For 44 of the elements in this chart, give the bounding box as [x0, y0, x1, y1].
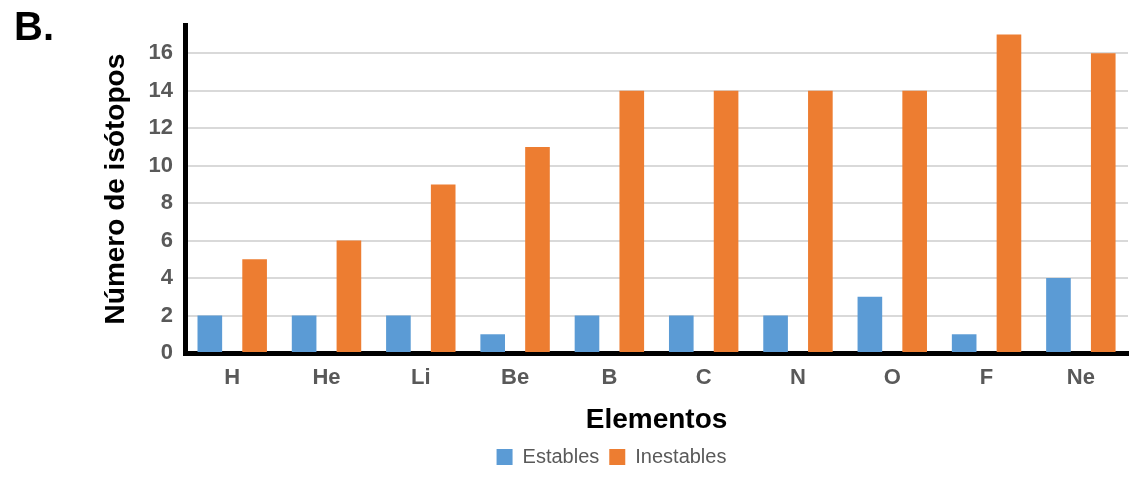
legend-label: Inestables: [635, 444, 727, 467]
y-tick-label: 8: [160, 189, 174, 215]
x-axis-title: Elementos: [585, 402, 728, 434]
y-tick-label: 6: [160, 226, 174, 252]
bar: [996, 34, 1022, 352]
bar: [1046, 278, 1071, 352]
x-tick-label: Be: [501, 364, 530, 390]
y-tick-label: 4: [160, 264, 174, 290]
bar: [525, 146, 550, 352]
bar: [668, 315, 694, 352]
x-tick-label: N: [790, 364, 806, 390]
bar: [713, 90, 739, 352]
bar: [197, 315, 223, 352]
y-tick-label: 2: [160, 301, 174, 327]
bar: [808, 90, 833, 352]
bar: [430, 184, 456, 352]
bar: [951, 334, 977, 352]
x-tick-label: F: [979, 364, 994, 390]
bar: [242, 259, 267, 352]
bar: [857, 296, 883, 352]
x-tick-label: H: [224, 364, 241, 390]
y-axis-title: Número de isótopos: [98, 53, 130, 325]
bar: [1090, 53, 1116, 352]
y-tick-label: 0: [160, 339, 174, 365]
bar: [291, 315, 317, 352]
legend-label: Estables: [522, 444, 600, 467]
bar: [480, 334, 506, 352]
x-tick-label: He: [312, 364, 341, 390]
y-tick-label: 12: [148, 114, 174, 140]
y-tick-label: 10: [148, 151, 174, 177]
bar: [574, 315, 600, 352]
bar: [619, 90, 645, 352]
y-tick-label: 16: [148, 39, 174, 65]
y-tick-label: 14: [148, 76, 174, 102]
bar: [902, 90, 927, 352]
x-tick-label: C: [695, 364, 712, 390]
x-tick-label: Ne: [1066, 364, 1095, 390]
bar: [336, 240, 362, 352]
bar: [386, 315, 411, 352]
x-tick-label: Li: [411, 364, 431, 390]
chart-title: B.: [14, 4, 54, 49]
x-tick-label: O: [883, 364, 901, 390]
bar: [763, 315, 788, 352]
x-tick-label: B: [601, 364, 618, 390]
